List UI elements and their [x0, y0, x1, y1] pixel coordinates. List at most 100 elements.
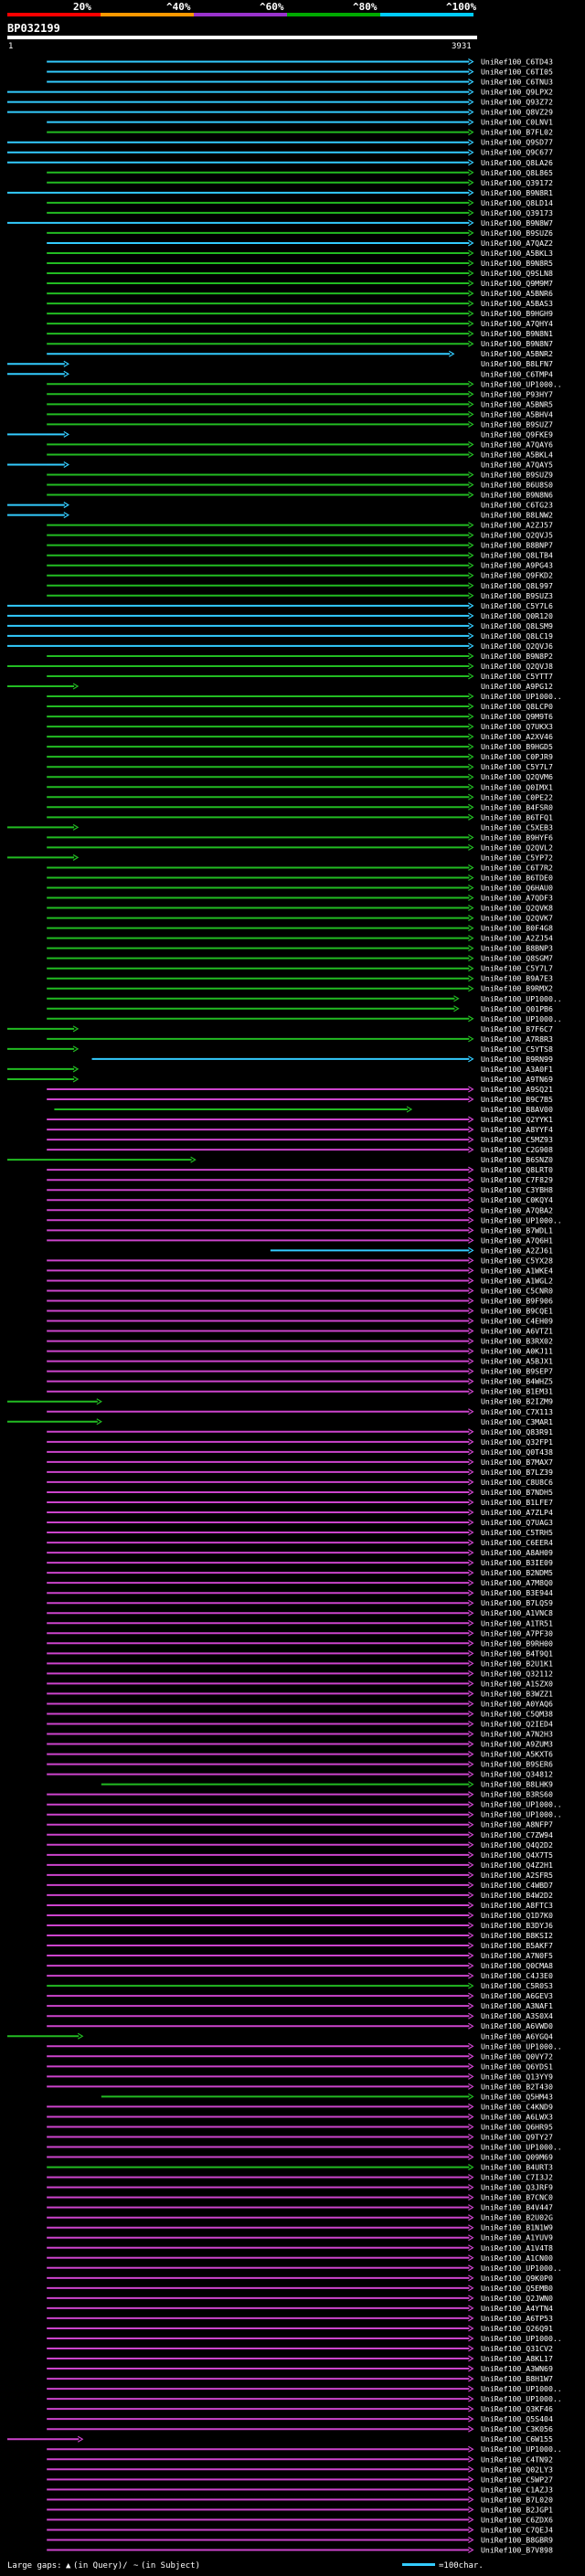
- hit-label[interactable]: UniRef100_A9PG43: [481, 561, 553, 570]
- hit-row[interactable]: UniRef100_A3S0X4: [47, 2011, 553, 2020]
- hit-label[interactable]: UniRef100_A7ZLP4: [481, 1508, 553, 1517]
- hit-label[interactable]: UniRef100_B9N8N6: [481, 491, 553, 500]
- hit-label[interactable]: UniRef100_A1WKE4: [481, 1266, 553, 1275]
- hit-row[interactable]: UniRef100_A1VNC8: [47, 1608, 553, 1617]
- hit-row[interactable]: UniRef100_Q8L997: [47, 581, 553, 590]
- hit-label[interactable]: UniRef100_A9PG12: [481, 682, 553, 691]
- hit-label[interactable]: UniRef100_B1N1W9: [481, 2223, 553, 2232]
- hit-label[interactable]: UniRef100_B0F4G8: [481, 924, 553, 933]
- hit-row[interactable]: UniRef100_Q34812: [47, 1770, 553, 1779]
- hit-label[interactable]: UniRef100_B9F906: [481, 1296, 553, 1305]
- hit-row[interactable]: UniRef100_C5Y7L7: [47, 964, 553, 973]
- hit-label[interactable]: UniRef100_B8BNP7: [481, 541, 553, 550]
- hit-label[interactable]: UniRef100_B4W2D2: [481, 1891, 553, 1900]
- hit-row[interactable]: UniRef100_C0KQY4: [47, 1195, 553, 1204]
- hit-row[interactable]: UniRef100_A1TR51: [47, 1618, 553, 1627]
- hit-label[interactable]: UniRef100_A5BJX1: [481, 1357, 553, 1366]
- hit-label[interactable]: UniRef100_B8BNP3: [481, 944, 553, 953]
- hit-label[interactable]: UniRef100_P93HY7: [481, 389, 553, 398]
- hit-row[interactable]: UniRef100_A1WKE4: [47, 1266, 553, 1275]
- hit-row[interactable]: UniRef100_C3K056: [47, 2424, 553, 2433]
- hit-label[interactable]: UniRef100_B3WZZ1: [481, 1689, 553, 1698]
- hit-label[interactable]: UniRef100_C6TI05: [481, 68, 553, 77]
- hit-row[interactable]: UniRef100_A8AH09: [47, 1548, 553, 1557]
- hit-row[interactable]: UniRef100_B6TFQ1: [47, 812, 553, 822]
- hit-label[interactable]: UniRef100_A1YUV9: [481, 2233, 553, 2242]
- hit-row[interactable]: UniRef100_C6TI05: [47, 68, 553, 77]
- hit-label[interactable]: UniRef100_A6YGQ4: [481, 2031, 553, 2041]
- hit-row[interactable]: UniRef100_P93HY7: [47, 389, 553, 398]
- hit-label[interactable]: UniRef100_UP1000..: [481, 2384, 562, 2393]
- hit-label[interactable]: UniRef100_B8H1W7: [481, 2374, 553, 2383]
- hit-label[interactable]: UniRef100_B2NDM5: [481, 1568, 553, 1577]
- hit-label[interactable]: UniRef100_Q2QVM6: [481, 772, 553, 781]
- hit-label[interactable]: UniRef100_Q34812: [481, 1770, 553, 1779]
- hit-row[interactable]: UniRef100_A6VWD0: [47, 2021, 553, 2030]
- hit-label[interactable]: UniRef100_Q8LA26: [481, 158, 553, 167]
- hit-row[interactable]: UniRef100_B9SUZ7: [47, 419, 553, 429]
- hit-label[interactable]: UniRef100_B9RN99: [481, 1055, 553, 1064]
- hit-label[interactable]: UniRef100_Q09M69: [481, 2153, 553, 2162]
- hit-row[interactable]: UniRef100_Q8LCP0: [47, 702, 553, 711]
- hit-row[interactable]: UniRef100_UP1000..: [47, 994, 562, 1003]
- hit-label[interactable]: UniRef100_Q8LCP0: [481, 702, 553, 711]
- hit-label[interactable]: UniRef100_A9SQ21: [481, 1085, 553, 1094]
- hit-row[interactable]: UniRef100_A2ZJ57: [47, 521, 553, 530]
- hit-label[interactable]: UniRef100_B9HYF6: [481, 832, 553, 842]
- hit-row[interactable]: UniRef100_Q3KF46: [47, 2404, 553, 2413]
- hit-label[interactable]: UniRef100_UP1000..: [481, 2263, 562, 2273]
- hit-label[interactable]: UniRef100_A5BAS3: [481, 299, 553, 308]
- hit-label[interactable]: UniRef100_A7QHY4: [481, 319, 553, 328]
- hit-row[interactable]: UniRef100_Q9SD77: [7, 138, 553, 147]
- hit-row[interactable]: UniRef100_UP1000..: [47, 2394, 562, 2403]
- hit-label[interactable]: UniRef100_UP1000..: [481, 2444, 562, 2454]
- hit-label[interactable]: UniRef100_Q0VY72: [481, 2051, 553, 2061]
- hit-label[interactable]: UniRef100_B7MAX7: [481, 1458, 553, 1467]
- hit-row[interactable]: UniRef100_A1CN00: [47, 2253, 553, 2263]
- hit-label[interactable]: UniRef100_Q9FKE9: [481, 429, 553, 439]
- hit-row[interactable]: UniRef100_B3DYJ6: [47, 1921, 553, 1930]
- hit-row[interactable]: UniRef100_C8U8C6: [47, 1478, 553, 1487]
- hit-row[interactable]: UniRef100_Q8VZ29: [7, 108, 553, 117]
- hit-row[interactable]: UniRef100_B8LFN7: [7, 359, 553, 368]
- hit-row[interactable]: UniRef100_Q2IED4: [47, 1720, 553, 1729]
- hit-row[interactable]: UniRef100_B7NDH5: [47, 1488, 553, 1497]
- hit-row[interactable]: UniRef100_Q6HAU0: [47, 883, 553, 892]
- hit-label[interactable]: UniRef100_B9RMX2: [481, 984, 553, 993]
- hit-label[interactable]: UniRef100_C0PJR9: [481, 752, 553, 761]
- hit-label[interactable]: UniRef100_B9C7B5: [481, 1095, 553, 1104]
- hit-label[interactable]: UniRef100_C3MAR1: [481, 1417, 553, 1426]
- hit-row[interactable]: UniRef100_C7QEJ4: [47, 2525, 553, 2534]
- hit-label[interactable]: UniRef100_Q6HR95: [481, 2122, 553, 2131]
- hit-row[interactable]: UniRef100_B2IZM9: [7, 1397, 553, 1406]
- hit-label[interactable]: UniRef100_B9SUZ9: [481, 471, 553, 480]
- hit-label[interactable]: UniRef100_Q9FKD2: [481, 571, 553, 580]
- hit-row[interactable]: UniRef100_A9SQ21: [47, 1085, 553, 1094]
- hit-label[interactable]: UniRef100_B7WDL1: [481, 1225, 553, 1235]
- hit-label[interactable]: UniRef100_B9CQE1: [481, 1307, 553, 1316]
- hit-label[interactable]: UniRef100_A5BHV4: [481, 409, 553, 419]
- hit-label[interactable]: UniRef100_Q32112: [481, 1669, 553, 1678]
- hit-label[interactable]: UniRef100_C0PE22: [481, 792, 553, 801]
- hit-row[interactable]: UniRef100_B4URT3: [47, 2163, 553, 2172]
- hit-label[interactable]: UniRef100_A7QDF3: [481, 894, 553, 903]
- hit-row[interactable]: UniRef100_C5Y7L7: [47, 762, 553, 771]
- hit-label[interactable]: UniRef100_Q02LY3: [481, 2465, 553, 2474]
- hit-row[interactable]: UniRef100_Q8SGM7: [47, 954, 553, 963]
- hit-row[interactable]: UniRef100_B2NDM5: [47, 1568, 553, 1577]
- hit-label[interactable]: UniRef100_B7FL02: [481, 128, 553, 137]
- hit-label[interactable]: UniRef100_Q2IED4: [481, 1720, 553, 1729]
- hit-label[interactable]: UniRef100_Q93Z72: [481, 98, 553, 107]
- hit-label[interactable]: UniRef100_Q9M9T6: [481, 712, 553, 721]
- hit-row[interactable]: UniRef100_C5YP72: [7, 853, 553, 862]
- hit-label[interactable]: UniRef100_UP1000..: [481, 1800, 562, 1809]
- hit-label[interactable]: UniRef100_B4URT3: [481, 2163, 553, 2172]
- hit-row[interactable]: UniRef100_Q02LY3: [47, 2465, 553, 2474]
- hit-row[interactable]: UniRef100_B3RX02: [47, 1337, 553, 1346]
- hit-row[interactable]: UniRef100_A1YUV9: [47, 2233, 553, 2242]
- hit-label[interactable]: UniRef100_A2ZJ54: [481, 934, 553, 943]
- hit-label[interactable]: UniRef100_C5Y7L6: [481, 601, 553, 610]
- hit-row[interactable]: UniRef100_B1EM31: [47, 1387, 553, 1396]
- hit-row[interactable]: UniRef100_Q2QVJ5: [47, 531, 553, 540]
- hit-row[interactable]: UniRef100_B7FL02: [47, 128, 553, 137]
